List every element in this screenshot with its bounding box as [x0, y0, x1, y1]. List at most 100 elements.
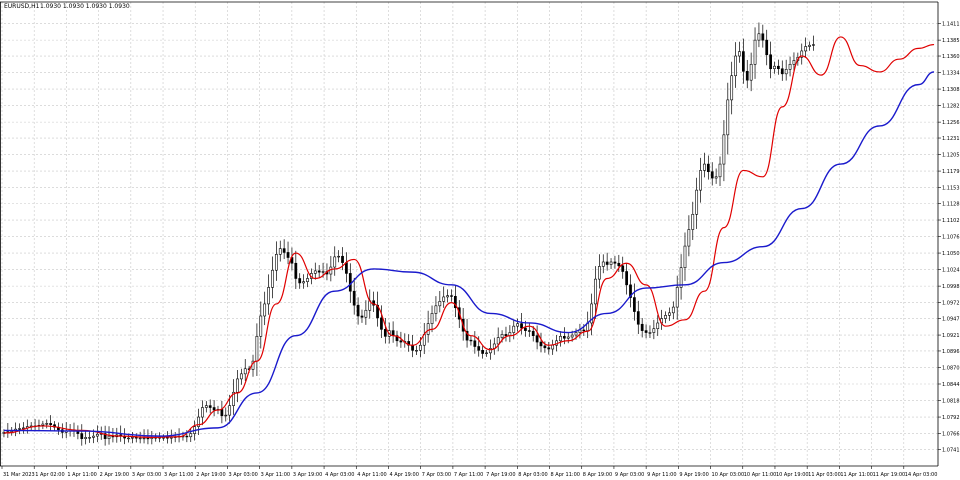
- candle-body: [197, 416, 200, 427]
- candle-body: [22, 427, 25, 429]
- candle-body: [769, 54, 772, 70]
- y-tick-label: 1.0972: [942, 301, 960, 307]
- x-tick-label: 11 Apr 19:00: [873, 472, 906, 478]
- y-tick-label: 1.1360: [942, 54, 960, 60]
- candle-body: [103, 433, 107, 439]
- candle-body: [418, 344, 422, 351]
- y-tick-label: 1.1153: [942, 186, 960, 192]
- x-tick-label: 8 Apr 03:00: [518, 472, 547, 478]
- candle-body: [777, 65, 780, 70]
- candle-body: [263, 303, 267, 317]
- x-tick-label: 7 Apr 11:00: [454, 472, 483, 478]
- candle-body: [562, 336, 566, 339]
- x-tick-label: 4 Apr 11:00: [357, 472, 386, 478]
- candle-body: [204, 405, 208, 408]
- x-tick-label: 3 Apr 03:00: [132, 472, 161, 478]
- candle-body: [520, 323, 523, 329]
- x-tick-label: 10 Apr 19:00: [776, 472, 809, 478]
- candle-body: [625, 271, 628, 286]
- x-tick-label: 2 Apr 19:00: [196, 472, 225, 478]
- candle-body: [18, 428, 21, 430]
- candle-body: [138, 437, 142, 440]
- candle-body: [298, 278, 302, 284]
- candle-body: [703, 163, 706, 171]
- candle-body: [792, 60, 796, 65]
- candle-body: [566, 336, 570, 339]
- candle-body: [570, 334, 574, 338]
- chart-symbol: EURUSD,H1: [4, 3, 40, 10]
- x-tick-label: 9 Apr 19:00: [679, 472, 708, 478]
- y-tick-label: 1.0792: [942, 415, 960, 421]
- candle-body: [337, 255, 340, 258]
- x-tick-label: 9 Apr 11:00: [647, 472, 676, 478]
- x-tick-label: 11 Apr 03:00: [808, 472, 841, 478]
- series-line-fast-ma: [3, 36, 935, 438]
- candle-body: [734, 55, 737, 77]
- candle-body: [512, 325, 516, 333]
- candle-body: [465, 330, 469, 341]
- candle-body: [411, 344, 414, 351]
- x-tick-label: 3 Apr 19:00: [293, 472, 322, 478]
- candle-body: [348, 273, 352, 292]
- candle-body: [146, 437, 150, 440]
- candle-body: [636, 311, 640, 325]
- y-tick-label: 1.1308: [942, 87, 960, 93]
- candle-body: [745, 70, 749, 81]
- x-tick-label: 31 Mar 2023: [3, 472, 35, 478]
- candle-body: [201, 407, 204, 418]
- series-line-slow-ma: [3, 71, 935, 437]
- candle-body: [446, 295, 449, 298]
- candle-body: [644, 330, 648, 333]
- candle-body: [656, 322, 660, 330]
- candle-body: [360, 315, 364, 318]
- x-tick-label: 10 Apr 03:00: [712, 472, 745, 478]
- x-tick-label: 10 Apr 11:00: [744, 472, 777, 478]
- candle-body: [259, 315, 263, 337]
- candle-body: [442, 296, 446, 302]
- x-tick-label: 11 Apr 11:00: [840, 472, 873, 478]
- candle-body: [352, 290, 356, 306]
- candle-body: [808, 44, 811, 47]
- candle-body: [430, 313, 434, 324]
- candle-body: [185, 435, 189, 438]
- candle-body: [788, 63, 792, 70]
- candle-body: [784, 69, 788, 75]
- candle-body: [652, 328, 656, 333]
- candle-body: [516, 323, 520, 327]
- y-tick-label: 1.0896: [942, 349, 960, 355]
- x-tick-label: 3 Apr 03:00: [228, 472, 257, 478]
- y-tick-label: 1.1179: [942, 169, 960, 175]
- candle-body: [212, 407, 216, 411]
- candle-body: [773, 65, 776, 70]
- y-tick-label: 1.1050: [942, 251, 960, 257]
- axes: [0, 1, 939, 467]
- candle-body: [753, 39, 757, 65]
- candle-body: [302, 281, 305, 284]
- candle-body: [321, 271, 325, 273]
- candle-body: [426, 323, 430, 335]
- candle-body: [127, 437, 130, 440]
- y-tick-label: 1.0766: [942, 432, 960, 438]
- y-tick-label: 1.1024: [942, 268, 960, 274]
- x-tick-label: 7 Apr 19:00: [486, 472, 515, 478]
- y-tick-label: 1.0844: [942, 382, 960, 388]
- candle-body: [609, 261, 613, 265]
- candle-body: [598, 266, 601, 280]
- candle-body: [345, 262, 348, 274]
- candle-body: [438, 301, 442, 307]
- candle-body: [473, 340, 477, 347]
- candle-body: [749, 63, 753, 81]
- candle-body: [640, 323, 644, 331]
- candle-body: [706, 163, 710, 173]
- x-tick-label: 9 Apr 03:00: [615, 472, 644, 478]
- candle-body: [485, 352, 488, 354]
- candle-body: [469, 339, 473, 342]
- y-tick-label: 1.1411: [942, 22, 960, 28]
- candle-body: [49, 423, 53, 425]
- candle-body: [228, 405, 232, 416]
- y-tick-label: 1.0998: [942, 284, 960, 290]
- candle-body: [134, 437, 138, 439]
- candle-body: [633, 297, 636, 312]
- candle-body: [726, 99, 730, 136]
